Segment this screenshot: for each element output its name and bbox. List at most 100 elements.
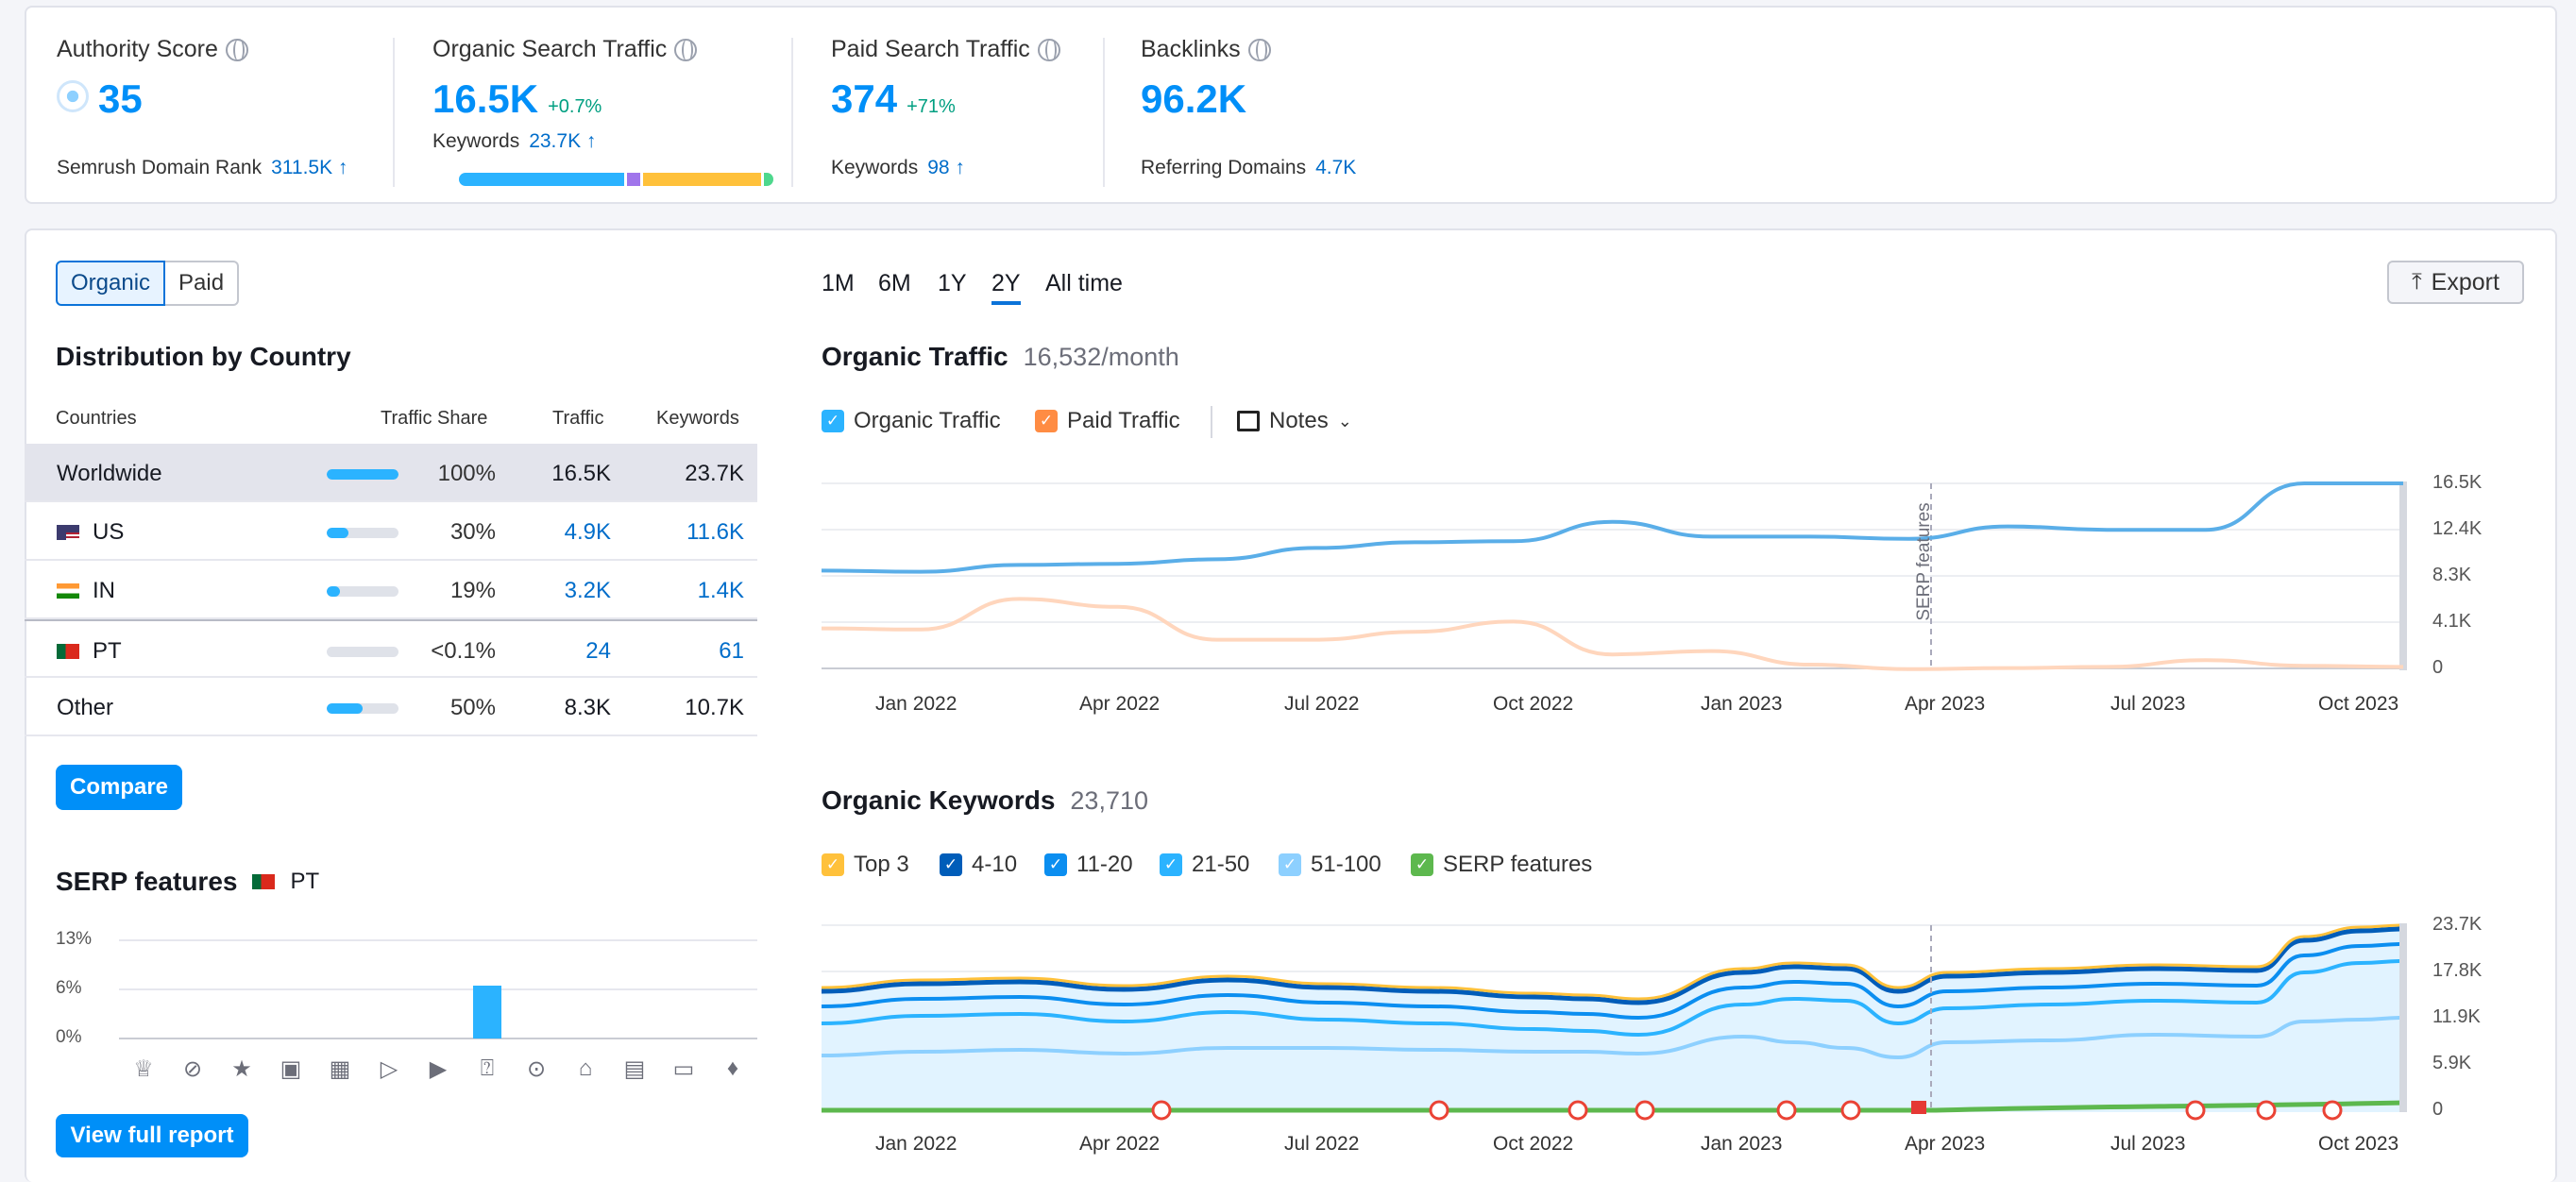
crown-icon[interactable]: ♕ (133, 1056, 154, 1082)
legend-11-20[interactable]: ✓ 11-20 (1044, 852, 1133, 878)
location-icon[interactable]: ⊙ (526, 1056, 547, 1082)
video-icon[interactable]: ▷ (380, 1056, 398, 1082)
checkbox-checked-icon: ✓ (940, 853, 962, 876)
organic-traffic-chart-title: Organic Traffic (822, 342, 1008, 371)
chevron-down-icon: ⌄ (1337, 411, 1352, 431)
domain-rank-value[interactable]: 311.5K ↑ (271, 157, 348, 178)
link-icon[interactable]: ⊘ (182, 1056, 203, 1082)
organic-toggle-button[interactable]: Organic (56, 261, 166, 306)
table-row[interactable]: US 30% 4.9K 11.6K (25, 502, 757, 561)
legend-organic-traffic[interactable]: ✓ Organic Traffic (822, 408, 1001, 434)
period-tab-all-time[interactable]: All time (1045, 270, 1123, 296)
period-tab-2y[interactable]: 2Y (991, 270, 1021, 305)
checkbox-checked-icon: ✓ (1044, 853, 1067, 876)
backlinks-value: 96.2K (1141, 76, 1247, 121)
keyword-segment (643, 173, 761, 186)
globe-icon (225, 38, 248, 61)
traffic-value[interactable]: 4.9K (564, 519, 611, 545)
traffic-share-header[interactable]: Traffic Share (381, 408, 488, 429)
period-tab-1m[interactable]: 1M (822, 270, 855, 296)
export-button[interactable]: ⤒ Export (2387, 261, 2524, 304)
legend-serp-features[interactable]: ✓ SERP features (1411, 852, 1592, 878)
organic-keywords-chart-title: Organic Keywords (822, 785, 1056, 815)
notes-dropdown[interactable]: Notes ⌄ (1237, 408, 1352, 434)
academic-icon[interactable]: ⌂ (578, 1055, 593, 1081)
period-tab-1y[interactable]: 1Y (938, 270, 967, 296)
keywords-header[interactable]: Keywords (656, 408, 739, 429)
traffic-share-value: 100% (437, 461, 496, 486)
traffic-header[interactable]: Traffic (552, 408, 604, 429)
paid-keywords: Keywords 98 ↑ (831, 157, 965, 179)
y-tick-label: 17.8K (2432, 960, 2483, 981)
organic-traffic-title: Organic Traffic 16,532/month (822, 342, 1179, 372)
paid-keywords-value[interactable]: 98 ↑ (927, 157, 965, 178)
keyword-segment (459, 173, 624, 186)
traffic-value: 16.5K (551, 461, 611, 486)
y-tick-label: 11.9K (2432, 1006, 2481, 1027)
legend-paid-label: Paid Traffic (1067, 408, 1180, 433)
paid-traffic-value: 374 (831, 76, 898, 121)
referring-domains-label: Referring Domains (1141, 157, 1307, 178)
paid-toggle-button[interactable]: Paid (165, 261, 240, 306)
legend-4-10[interactable]: ✓ 4-10 (940, 852, 1017, 878)
authority-score-metric[interactable]: Authority Score 35 (57, 36, 248, 122)
period-tab-6m[interactable]: 6M (878, 270, 911, 296)
x-tick-label: Apr 2023 (1905, 1133, 1986, 1155)
keywords-value[interactable]: 1.4K (697, 578, 744, 603)
pt-flag-icon (252, 874, 276, 889)
country-name: PT (93, 638, 122, 664)
paid-keywords-label: Keywords (831, 157, 919, 178)
referring-domains-value[interactable]: 4.7K (1315, 157, 1357, 178)
gallery-icon[interactable]: ▦ (329, 1056, 351, 1082)
traffic-value[interactable]: 24 (585, 638, 611, 664)
organic-traffic-metric[interactable]: Organic Search Traffic 16.5K +0.7% (432, 36, 698, 122)
y-tick-label: 4.1K (2432, 611, 2472, 632)
x-tick-label: Jul 2022 (1284, 693, 1360, 715)
annotation-label: SERP features (1914, 502, 1934, 621)
us-flag-icon (57, 525, 79, 540)
x-tick-label: Apr 2023 (1905, 693, 1986, 715)
paid-traffic-metric[interactable]: Paid Search Traffic 374 +71% (831, 36, 1060, 122)
backlinks-metric[interactable]: Backlinks 96.2K (1141, 36, 1271, 122)
traffic-share-value: 19% (449, 578, 496, 603)
legend-21-50[interactable]: ✓ 21-50 (1160, 852, 1249, 878)
image-icon[interactable]: ▣ (280, 1056, 302, 1082)
table-row[interactable]: Worldwide 100% 16.5K 23.7K (25, 444, 757, 502)
compare-button[interactable]: Compare (56, 765, 182, 810)
traffic-share-bar (327, 469, 398, 480)
authority-score-value: 35 (98, 76, 143, 121)
in-flag-icon (57, 583, 79, 599)
table-row[interactable]: PT <0.1% 24 61 (25, 619, 757, 678)
notes-label: Notes (1269, 408, 1329, 433)
x-tick-label: Jul 2023 (2110, 1133, 2186, 1155)
domain-rank: Semrush Domain Rank 311.5K ↑ (57, 157, 347, 179)
video-box-icon[interactable]: ▶ (429, 1056, 448, 1082)
news-icon[interactable]: ▤ (623, 1056, 646, 1082)
organic-keywords-chart-value: 23,710 (1070, 786, 1148, 815)
view-full-report-button[interactable]: View full report (56, 1114, 248, 1157)
keywords-value[interactable]: 11.6K (686, 519, 744, 545)
y-tick-label: 0% (56, 1027, 82, 1047)
twitter-icon[interactable]: ♦ (726, 1055, 739, 1081)
traffic-share-fill (327, 586, 341, 597)
keywords-value[interactable]: 61 (719, 638, 744, 664)
table-row[interactable]: Other 50% 8.3K 10.7K (25, 678, 757, 736)
legend-51-100[interactable]: ✓ 51-100 (1279, 852, 1381, 878)
legend-top-3[interactable]: ✓ Top 3 (822, 852, 909, 878)
briefcase-icon[interactable]: ▭ (672, 1056, 695, 1082)
organic-keywords-value[interactable]: 23.7K ↑ (529, 130, 597, 152)
organic-keywords-label: Keywords (432, 130, 520, 152)
checkbox-checked-icon: ✓ (822, 410, 844, 432)
traffic-value[interactable]: 3.2K (564, 578, 611, 603)
x-tick-label: Oct 2022 (1493, 693, 1574, 715)
keywords-value: 23.7K (685, 461, 744, 486)
table-row[interactable]: IN 19% 3.2K 1.4K (25, 561, 757, 619)
star-icon[interactable]: ★ (231, 1056, 252, 1082)
legend-paid-traffic[interactable]: ✓ Paid Traffic (1035, 408, 1180, 434)
traffic-value: 8.3K (564, 695, 611, 720)
organic-traffic-delta: +0.7% (548, 96, 602, 117)
x-tick-label: Jul 2023 (2110, 693, 2186, 715)
faq-icon[interactable]: ⍰ (480, 1055, 495, 1081)
upload-icon: ⤒ (2412, 269, 2422, 295)
organic-traffic-chart-value: 16,532/month (1023, 343, 1179, 371)
